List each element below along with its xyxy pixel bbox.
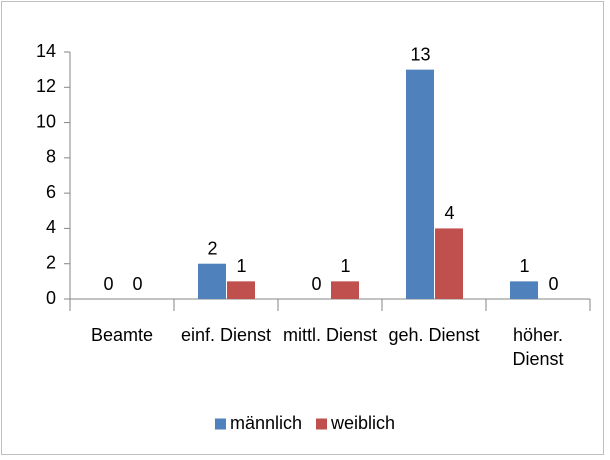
y-tick-label: 2: [46, 252, 56, 272]
y-tick-label: 14: [36, 41, 56, 61]
x-tick-label: einf. Dienst: [180, 325, 272, 345]
chart-border: [1, 1, 604, 455]
legend-label: weiblich: [330, 413, 395, 433]
data-label: 0: [548, 274, 558, 294]
data-label: 4: [444, 203, 454, 223]
data-label: 1: [236, 256, 246, 276]
x-tick-label: Beamte: [90, 325, 154, 345]
legend-entry: weiblich: [316, 413, 395, 433]
data-label: 2: [207, 238, 217, 258]
data-label: 0: [103, 274, 113, 294]
data-label: 1: [340, 256, 350, 276]
bar: [435, 228, 463, 299]
bar: [406, 69, 434, 300]
data-label: 0: [132, 274, 142, 294]
bar: [198, 263, 226, 299]
y-tick-label: 10: [36, 111, 56, 131]
legend-entry: männlich: [214, 413, 302, 433]
y-tick-label: 4: [46, 217, 56, 237]
data-label: 13: [410, 44, 430, 64]
x-tick-label: höher. Dienst: [512, 325, 564, 369]
bar: [510, 281, 538, 299]
legend-swatch: [316, 418, 328, 430]
y-tick-label: 12: [36, 76, 56, 96]
legend-swatch: [214, 418, 226, 430]
y-tick-label: 8: [46, 147, 56, 167]
legend-label: männlich: [230, 413, 302, 433]
y-tick-label: 6: [46, 182, 56, 202]
y-tick-label: 0: [46, 288, 56, 308]
data-label: 0: [311, 274, 321, 294]
x-tick-label: mittl. Dienst: [282, 325, 378, 345]
bar: [227, 281, 255, 299]
x-tick-label: geh. Dienst: [388, 325, 480, 345]
bar: [331, 281, 359, 299]
data-label: 1: [519, 256, 529, 276]
